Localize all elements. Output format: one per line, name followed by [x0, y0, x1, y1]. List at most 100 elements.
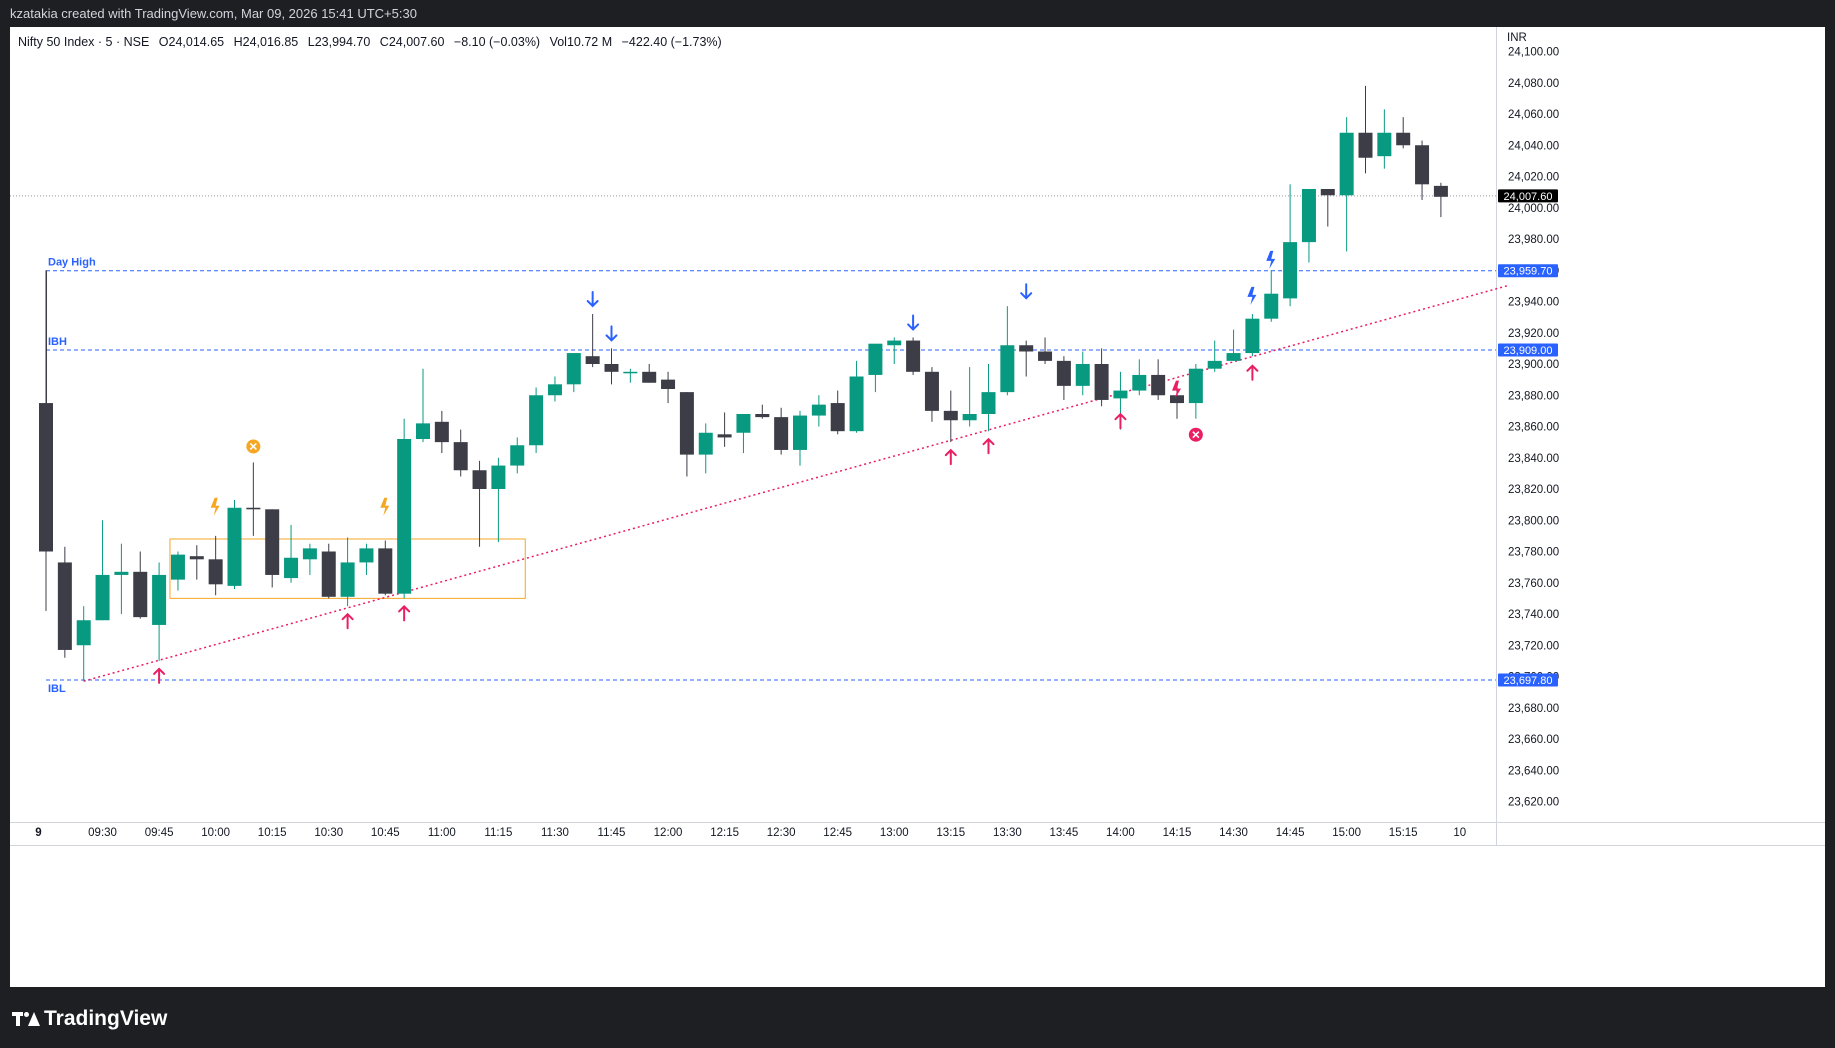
price-chart[interactable]: INR 23,620.00 23,640.00 23,660.00 23,680.00 2… — [10, 27, 1825, 987]
candle-body[interactable] — [1320, 189, 1335, 196]
candle-body[interactable] — [868, 343, 883, 375]
candle-body[interactable] — [95, 574, 110, 621]
candle-body[interactable] — [642, 371, 657, 383]
candle-body[interactable] — [434, 421, 449, 443]
candle-body[interactable] — [114, 571, 129, 575]
buy-arrow-icon[interactable] — [944, 448, 957, 466]
candle-body[interactable] — [661, 379, 676, 389]
flash-icon[interactable] — [210, 497, 220, 516]
candle-body[interactable] — [1207, 360, 1222, 369]
currency-label[interactable]: INR — [1507, 32, 1527, 44]
candle-body[interactable] — [1000, 345, 1015, 393]
candle-body[interactable] — [1433, 185, 1448, 197]
candle-body[interactable] — [265, 509, 280, 575]
sell-arrow-icon[interactable] — [605, 325, 618, 342]
candle-body[interactable] — [453, 442, 468, 471]
candle-body[interactable] — [246, 507, 261, 510]
candle-body[interactable] — [189, 556, 204, 560]
buy-arrow-icon[interactable] — [341, 612, 354, 630]
candle-body[interactable] — [57, 562, 72, 650]
candle-body[interactable] — [472, 470, 487, 489]
flash-icon[interactable] — [1172, 380, 1181, 399]
buy-arrow-icon[interactable] — [982, 437, 995, 455]
tradingview-logo[interactable]: TradingView — [12, 1007, 167, 1031]
time-tick-label: 10:00 — [201, 827, 230, 839]
sell-arrow-icon[interactable] — [907, 314, 920, 331]
candle-body[interactable] — [774, 417, 789, 450]
candle-body[interactable] — [566, 353, 581, 385]
candle-body[interactable] — [529, 395, 544, 446]
candle-body[interactable] — [1038, 351, 1053, 361]
candle-body[interactable] — [321, 551, 336, 597]
candle-body[interactable] — [359, 548, 374, 563]
candle-body[interactable] — [1283, 242, 1298, 299]
candle-body[interactable] — [1188, 368, 1203, 404]
buy-arrow-icon[interactable] — [153, 667, 166, 684]
legend-open: O24,014.65 — [158, 35, 225, 49]
candle-body[interactable] — [755, 414, 770, 418]
candle-body[interactable] — [981, 392, 996, 414]
candle-body[interactable] — [1358, 132, 1373, 158]
candle-body[interactable] — [1132, 374, 1147, 391]
candle-body[interactable] — [604, 364, 619, 372]
candle-body[interactable] — [1264, 293, 1279, 319]
candle-body[interactable] — [1301, 189, 1316, 243]
candle-body[interactable] — [1094, 364, 1109, 400]
candle-body[interactable] — [717, 434, 732, 438]
candle-body[interactable] — [378, 548, 393, 594]
candle-body[interactable] — [849, 376, 864, 432]
candle-body[interactable] — [397, 439, 412, 594]
candle-body[interactable] — [1113, 390, 1128, 399]
candle-body[interactable] — [227, 507, 242, 586]
trendline[interactable] — [83, 285, 1508, 682]
candle-body[interactable] — [924, 371, 939, 411]
flash-icon[interactable] — [380, 497, 390, 516]
sell-arrow-icon[interactable] — [1020, 283, 1033, 300]
buy-arrow-icon[interactable] — [1114, 412, 1127, 430]
flash-icon[interactable] — [1266, 250, 1276, 269]
candle-body[interactable] — [416, 423, 430, 439]
candle-body[interactable] — [1415, 145, 1430, 185]
candle-body[interactable] — [1396, 132, 1411, 146]
candle-body[interactable] — [510, 445, 525, 466]
candle-body[interactable] — [208, 559, 223, 585]
candle-body[interactable] — [585, 356, 600, 364]
candle-body[interactable] — [39, 403, 53, 552]
candle-body[interactable] — [1075, 364, 1090, 386]
candle-body[interactable] — [1151, 374, 1166, 396]
candle-body[interactable] — [698, 432, 713, 455]
buy-arrow-icon[interactable] — [1246, 364, 1259, 381]
candle-body[interactable] — [76, 620, 91, 646]
candle-body[interactable] — [284, 557, 299, 579]
candle-body[interactable] — [547, 384, 562, 396]
candle-body[interactable] — [1056, 360, 1071, 386]
candle-body[interactable] — [811, 404, 826, 416]
candle-body[interactable] — [793, 415, 807, 450]
candle-body[interactable] — [679, 392, 694, 455]
candle-body[interactable] — [152, 574, 167, 625]
candle-body[interactable] — [1170, 395, 1184, 404]
candle-body[interactable] — [830, 403, 845, 432]
chart-frame[interactable]: INR 23,620.00 23,640.00 23,660.00 23,680.00 2… — [10, 27, 1825, 987]
candle-body[interactable] — [133, 571, 148, 618]
candle-body[interactable] — [340, 562, 355, 597]
candle-body[interactable] — [1019, 345, 1034, 352]
candle-body[interactable] — [491, 465, 506, 489]
buy-arrow-icon[interactable] — [398, 604, 411, 622]
candle-body[interactable] — [623, 371, 638, 374]
candle-body[interactable] — [1245, 318, 1260, 354]
symbol-name[interactable]: Nifty 50 Index · 5 · NSE — [18, 35, 150, 49]
candle-body[interactable] — [170, 554, 185, 580]
sell-arrow-icon[interactable] — [586, 291, 599, 308]
candle-body[interactable] — [906, 340, 921, 372]
candle-body[interactable] — [943, 410, 958, 421]
candle-body[interactable] — [736, 414, 751, 433]
candle-body[interactable] — [1226, 353, 1241, 361]
candle-body[interactable] — [1377, 132, 1392, 157]
candle-body[interactable] — [302, 548, 317, 560]
candle-body[interactable] — [1339, 132, 1354, 196]
candle-body[interactable] — [962, 414, 977, 421]
flash-icon[interactable] — [1247, 286, 1257, 305]
candle-body[interactable] — [887, 340, 902, 346]
price-tick-label: 23,640.00 — [1508, 765, 1559, 777]
